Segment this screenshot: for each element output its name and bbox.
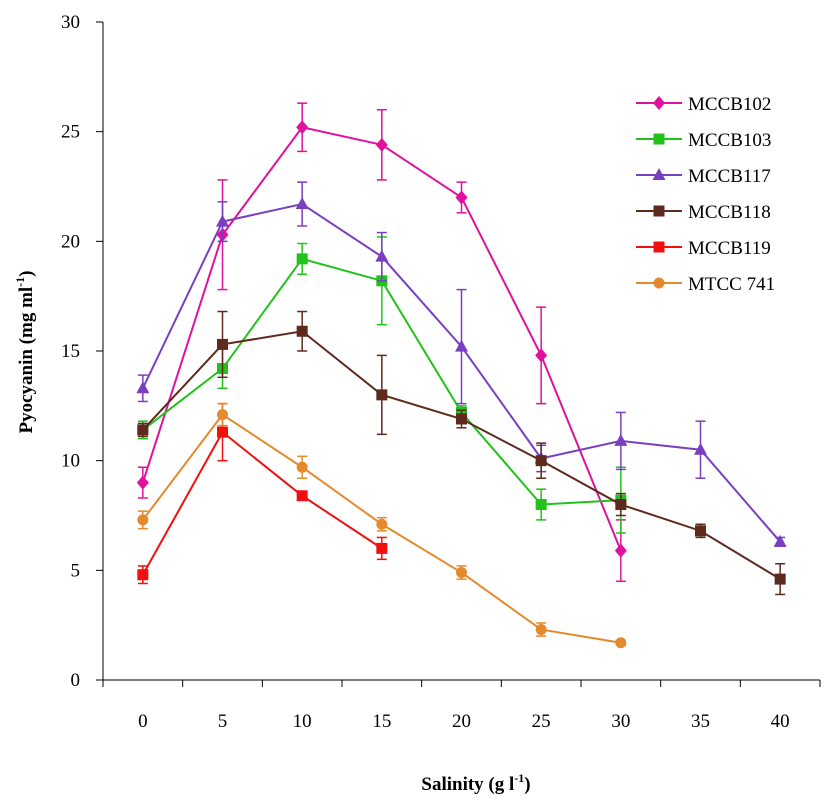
data-point [376, 542, 388, 554]
legend-item: MCCB117 [636, 166, 771, 187]
y-tick-label: 20 [61, 231, 80, 252]
data-point [773, 534, 787, 547]
data-point [456, 413, 467, 425]
y-tick-label: 25 [61, 122, 80, 143]
data-point [136, 381, 150, 394]
data-point [535, 499, 547, 511]
data-point [296, 461, 308, 473]
legend-marker [653, 205, 665, 217]
data-point [535, 455, 547, 467]
data-point [137, 514, 149, 526]
data-point [375, 249, 389, 262]
legend: MCCB102 MCCB103 MCCB117 MCCB118 MCCB119 MTCC … [636, 94, 775, 295]
legend-label: MTCC 741 [688, 274, 775, 295]
x-tick-label: 20 [452, 711, 471, 732]
data-point [295, 197, 309, 210]
y-tick-label: 0 [71, 670, 81, 691]
legend-item: MCCB103 [636, 130, 771, 151]
y-tick-labels: 0 5 10 15 20 25 30 [61, 12, 80, 691]
y-axis-title: Pyocyanin (mg ml-1) [13, 270, 37, 433]
data-point [615, 637, 627, 649]
y-tick-label: 5 [71, 560, 81, 581]
legend-label: MCCB117 [688, 166, 771, 187]
x-tick-label: 35 [691, 711, 710, 732]
data-point [376, 389, 388, 401]
data-point [455, 190, 468, 205]
data-point [296, 120, 309, 135]
series-mccb102 [136, 102, 627, 583]
data-point [535, 348, 548, 363]
legend-item: MCCB118 [636, 202, 771, 223]
data-point [216, 214, 229, 227]
data-point [455, 339, 468, 352]
x-tick-label: 0 [138, 711, 148, 732]
legend-item: MCCB102 [636, 94, 771, 115]
plot-area [136, 102, 787, 649]
legend-item: MTCC 741 [636, 274, 775, 295]
x-tick-labels: 0 5 10 15 20 25 30 35 40 [138, 711, 790, 732]
x-tick-label: 40 [771, 711, 790, 732]
data-point [217, 338, 228, 350]
series-mtcc-741 [137, 402, 627, 649]
legend-marker [652, 168, 666, 180]
data-point [614, 433, 628, 446]
legend-marker [653, 241, 665, 253]
data-point [456, 567, 467, 579]
series-line [141, 430, 383, 576]
legend-marker [653, 133, 665, 145]
data-point [695, 525, 706, 537]
series-line [141, 126, 622, 551]
y-tick-label: 10 [61, 451, 80, 472]
data-point [535, 624, 547, 636]
data-point [137, 424, 149, 436]
data-point [375, 137, 388, 152]
legend-item: MCCB119 [636, 238, 771, 259]
x-tick-label: 10 [293, 711, 312, 732]
y-tick-label: 15 [61, 341, 80, 362]
series-mccb119 [137, 402, 388, 585]
legend-label: MCCB118 [688, 202, 771, 223]
x-tick-label: 25 [532, 711, 551, 732]
data-point [614, 543, 627, 558]
series-mccb118 [137, 310, 786, 596]
legend-label: MCCB103 [688, 130, 771, 151]
data-point [774, 573, 786, 585]
y-tick-label: 30 [61, 12, 80, 33]
x-tick-label: 5 [218, 711, 228, 732]
axes [96, 21, 821, 687]
legend-marker [653, 96, 665, 110]
data-point [694, 442, 707, 455]
data-point [217, 426, 228, 438]
data-point [296, 253, 308, 265]
data-point [137, 569, 149, 581]
x-axis-title: Salinity (g l-1) [421, 771, 530, 795]
x-tick-label: 15 [372, 711, 391, 732]
data-point [376, 518, 388, 530]
legend-label: MCCB119 [688, 238, 771, 259]
x-tick-label: 30 [611, 711, 630, 732]
data-point [296, 325, 308, 337]
data-point [217, 409, 228, 421]
data-point [296, 490, 308, 502]
legend-label: MCCB102 [688, 94, 771, 115]
series-mccb117 [136, 181, 787, 547]
data-point [136, 475, 149, 490]
legend-marker [653, 277, 665, 289]
data-point [615, 499, 627, 511]
